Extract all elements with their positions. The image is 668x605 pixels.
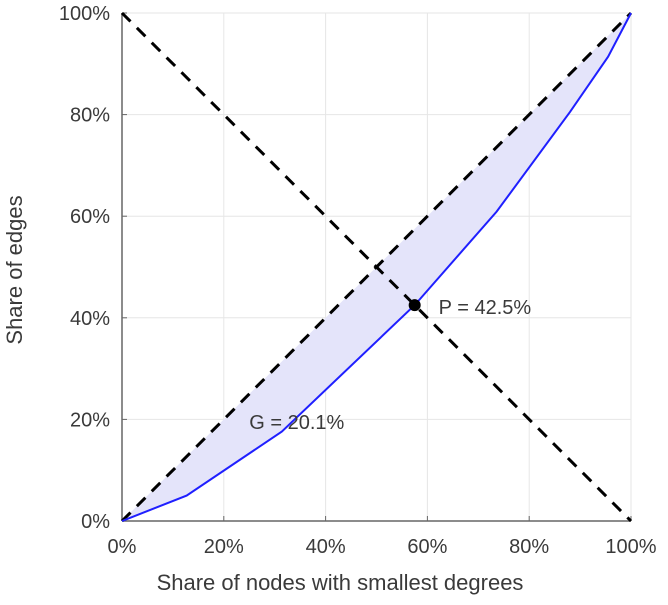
gini-label: G = 20.1%: [249, 412, 344, 434]
lorenz-curve: [121, 12, 632, 522]
x-tick-label: 40%: [306, 536, 346, 558]
anti-diagonal-line: [120, 11, 633, 523]
y-tick-label: 60%: [70, 206, 110, 228]
x-axis-label: Share of nodes with smallest degrees: [157, 570, 524, 595]
y-tick-label: 40%: [70, 308, 110, 330]
p-point-marker: [408, 299, 421, 312]
p-label: P = 42.5%: [439, 297, 532, 319]
y-tick-label: 80%: [70, 105, 110, 127]
axes: [121, 12, 632, 522]
x-tick-label: 80%: [509, 536, 549, 558]
x-tick-label: 20%: [204, 536, 244, 558]
y-axis-label: Share of edges: [2, 195, 27, 344]
x-tick-label: 0%: [108, 536, 137, 558]
series-lines: [120, 11, 633, 523]
x-tick-label: 60%: [407, 536, 447, 558]
tick-labels: 0% 0% 20% 20% 40% 40% 60% 60% 80% 80% 100% 100%: [59, 3, 657, 558]
y-tick-label: 20%: [70, 409, 110, 431]
y-tick-label: 100%: [59, 3, 110, 25]
y-tick-label: 0%: [81, 511, 110, 533]
x-tick-label: 100%: [605, 536, 656, 558]
